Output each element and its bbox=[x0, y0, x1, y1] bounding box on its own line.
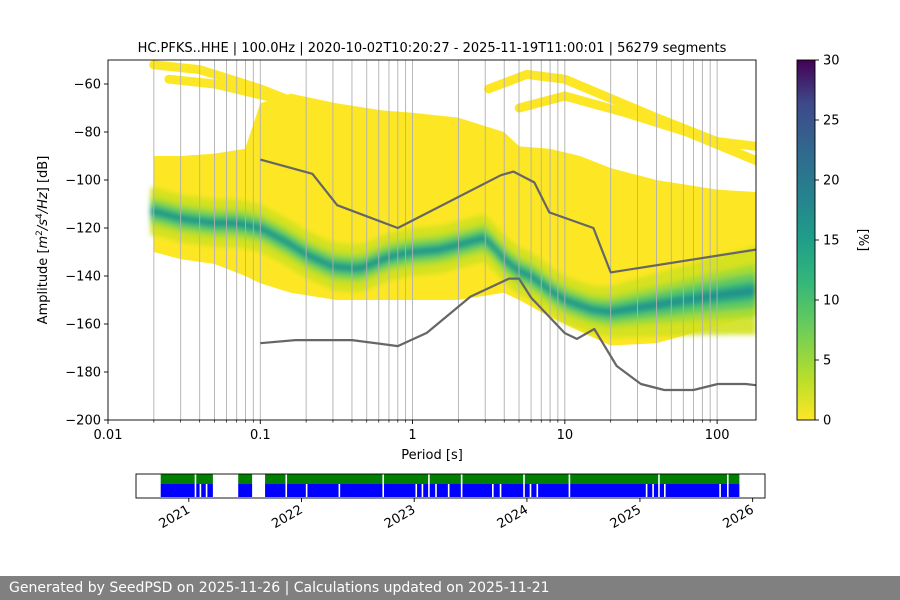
colorbar-ticks: 0 5 10 15 20 25 30 bbox=[815, 54, 840, 429]
x-tick-label: 10 bbox=[557, 428, 574, 443]
timeline-dropout bbox=[492, 484, 494, 497]
timeline-dropout bbox=[499, 484, 502, 497]
timeline-blue-segment bbox=[160, 484, 213, 497]
y-tick-label: −60 bbox=[74, 78, 101, 93]
timeline-dropout bbox=[529, 484, 532, 497]
timeline-year-ticks: 2021 2022 2023 2024 2025 2026 bbox=[157, 498, 757, 532]
plot-frame bbox=[107, 59, 757, 421]
nhnm-curve bbox=[260, 158, 756, 274]
timeline-tick-label: 2023 bbox=[382, 502, 418, 532]
density-band-1 bbox=[150, 196, 756, 328]
amplitude-axis: −200 −180 −160 −140 −120 −100 −80 −60 bbox=[65, 78, 108, 429]
density-envelope bbox=[153, 93, 756, 346]
timeline-dropout bbox=[658, 474, 660, 497]
timeline-dropout bbox=[382, 474, 385, 497]
timeline-dropout bbox=[285, 474, 288, 497]
colorbar-tick-label: 5 bbox=[823, 354, 831, 369]
x-tick-label: 1 bbox=[408, 428, 416, 443]
y-tick-label: −120 bbox=[65, 222, 101, 237]
timeline-dropout bbox=[645, 484, 648, 497]
timeline-green-segment bbox=[160, 474, 213, 484]
noise-model-curves bbox=[260, 158, 756, 392]
colorbar-tick-label: 20 bbox=[823, 174, 840, 189]
timeline-dropout bbox=[460, 474, 463, 497]
y-tick-label: −180 bbox=[65, 366, 101, 381]
period-axis: 0.01 0.1 1 10 100 bbox=[94, 420, 730, 443]
timeline-dropout bbox=[194, 474, 197, 497]
timeline-bars bbox=[160, 474, 740, 497]
timeline-dropout bbox=[435, 484, 437, 497]
timeline-green-segment bbox=[265, 474, 740, 484]
timeline-green-segment bbox=[238, 474, 253, 484]
timeline-dropout bbox=[536, 484, 539, 497]
colorbar-gradient bbox=[796, 59, 816, 421]
colorbar-tick-label: 30 bbox=[823, 54, 840, 69]
y-tick-label: −140 bbox=[65, 270, 101, 285]
timeline-dropout bbox=[568, 474, 571, 497]
density-band-2 bbox=[150, 201, 756, 323]
y-tick-label: −200 bbox=[65, 414, 101, 429]
y-tick-label: −160 bbox=[65, 318, 101, 333]
timeline-dropout bbox=[727, 474, 729, 497]
footer-text: Generated by SeedPSD on 2025-11-26 | Cal… bbox=[9, 580, 550, 596]
timeline-tick-label: 2024 bbox=[495, 502, 531, 532]
colorbar-label: [%] bbox=[855, 229, 870, 252]
timeline-dropout bbox=[338, 484, 341, 497]
timeline-dropout bbox=[428, 474, 430, 497]
timeline-tick-label: 2026 bbox=[720, 502, 756, 532]
timeline-dropout bbox=[415, 484, 418, 497]
timeline-dropout bbox=[305, 484, 308, 497]
y-tick-label: −80 bbox=[74, 126, 101, 141]
timeline-dropout bbox=[421, 484, 424, 497]
timeline-dropout bbox=[205, 484, 208, 497]
data-availability-timeline: 2021 2022 2023 2024 2025 2026 bbox=[135, 473, 766, 532]
chart-title: HC.PFKS..HHE | 100.0Hz | 2020-10-02T10:2… bbox=[138, 41, 727, 56]
colorbar-tick-label: 25 bbox=[823, 114, 840, 129]
colorbar-tick-label: 15 bbox=[823, 234, 840, 249]
y-tick-label: −100 bbox=[65, 174, 101, 189]
colorbar-tick-label: 10 bbox=[823, 294, 840, 309]
timeline-dropout bbox=[719, 484, 721, 497]
nlnm-curve bbox=[260, 277, 756, 392]
timeline-blue-segment bbox=[265, 484, 740, 497]
density-band-3 bbox=[150, 205, 756, 318]
y-axis-label: Amplitude [m2/s4/Hz] [dB] bbox=[35, 156, 51, 325]
footer-bar: Generated by SeedPSD on 2025-11-26 | Cal… bbox=[0, 576, 900, 600]
colorbar: 0 5 10 15 20 25 30 [%] bbox=[796, 54, 870, 429]
colorbar-tick-label: 0 bbox=[823, 414, 831, 429]
x-tick-label: 0.01 bbox=[94, 428, 123, 443]
x-axis-label: Period [s] bbox=[401, 448, 463, 463]
timeline-dropout bbox=[199, 484, 202, 497]
x-tick-label: 0.1 bbox=[250, 428, 271, 443]
density-mode-band bbox=[150, 187, 756, 338]
timeline-tick-label: 2021 bbox=[157, 502, 193, 532]
psd-plot-area: 0.01 0.1 1 10 100 −200 −180 −160 −140 −120 −100 −8… bbox=[35, 59, 757, 463]
timeline-blue-segment bbox=[238, 484, 253, 497]
timeline-dropout bbox=[523, 474, 525, 497]
timeline-tick-label: 2025 bbox=[608, 502, 644, 532]
timeline-tick-label: 2022 bbox=[269, 502, 305, 532]
period-gridlines bbox=[153, 60, 718, 420]
timeline-dropout bbox=[652, 484, 654, 497]
timeline-frame bbox=[135, 473, 766, 499]
timeline-dropout bbox=[664, 484, 666, 497]
x-tick-label: 100 bbox=[705, 428, 730, 443]
timeline-dropout bbox=[447, 484, 450, 497]
